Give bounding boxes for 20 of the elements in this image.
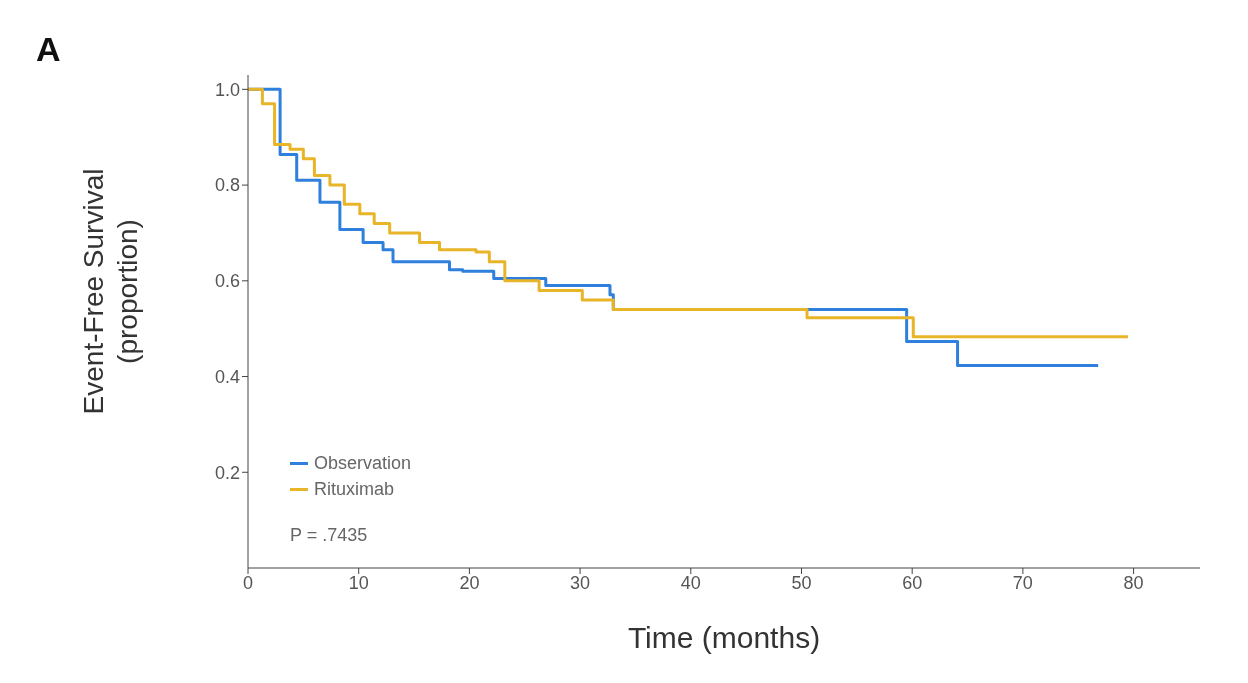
legend-label: Rituximab (314, 478, 395, 500)
x-tick-label: 80 (1123, 572, 1144, 593)
legend-label: Observation (314, 452, 412, 474)
annotation: P = .7435 (290, 525, 368, 546)
x-tick-label: 60 (902, 572, 923, 593)
y-tick-label: 0.4 (214, 366, 240, 387)
x-axis-title: Time (months) (627, 621, 821, 654)
x-tick-label: 40 (680, 572, 701, 593)
x-tick-label: 30 (570, 572, 591, 593)
y-tick-label: 0.2 (214, 462, 240, 483)
chart-title: A (36, 30, 61, 69)
y-tick-label: 0.6 (214, 271, 240, 292)
x-tick-label: 70 (1012, 572, 1033, 593)
y-axis-title: Event-Free Survival (proportion) (78, 168, 143, 415)
x-tick-label: 0 (242, 572, 254, 593)
y-tick-label: 0.8 (214, 175, 240, 196)
x-tick-label: 50 (791, 572, 812, 593)
x-tick-label: 10 (348, 572, 369, 593)
x-tick-label: 20 (459, 572, 480, 593)
y-tick-label: 1.0 (214, 79, 240, 100)
